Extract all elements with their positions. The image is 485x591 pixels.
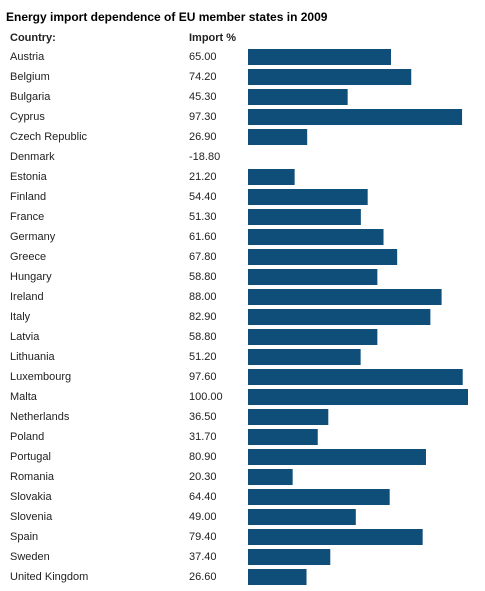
value-label: 20.30 bbox=[189, 471, 217, 483]
value-label: 97.30 bbox=[189, 111, 217, 123]
bar bbox=[248, 349, 361, 365]
bar bbox=[248, 289, 442, 305]
value-label: 51.30 bbox=[189, 211, 217, 223]
value-label: 100.00 bbox=[189, 391, 223, 403]
country-label: Romania bbox=[10, 471, 55, 483]
country-label: Slovenia bbox=[10, 511, 53, 523]
country-label: Finland bbox=[10, 191, 46, 203]
country-label: Cyprus bbox=[10, 111, 45, 123]
bar bbox=[248, 189, 368, 205]
bar bbox=[248, 409, 329, 425]
country-label: Malta bbox=[10, 391, 38, 403]
bar bbox=[248, 49, 391, 65]
value-label: 37.40 bbox=[189, 551, 217, 563]
country-label: Ireland bbox=[10, 291, 44, 303]
country-label: Portugal bbox=[10, 451, 51, 463]
bar bbox=[248, 449, 426, 465]
bar bbox=[248, 569, 307, 585]
value-label: 58.80 bbox=[189, 271, 217, 283]
value-label: 36.50 bbox=[189, 411, 217, 423]
value-label: 82.90 bbox=[189, 311, 217, 323]
bar bbox=[248, 489, 390, 505]
bar bbox=[248, 469, 293, 485]
country-label: Czech Republic bbox=[10, 131, 88, 143]
value-header: Import % bbox=[189, 32, 236, 44]
category-header: Country: bbox=[10, 32, 56, 44]
value-label: 26.90 bbox=[189, 131, 217, 143]
bar bbox=[248, 249, 398, 265]
bar bbox=[248, 549, 331, 565]
country-label: Austria bbox=[10, 51, 45, 63]
country-label: Luxembourg bbox=[10, 371, 71, 383]
bar bbox=[248, 529, 423, 545]
value-label: 97.60 bbox=[189, 371, 217, 383]
value-label: 26.60 bbox=[189, 571, 217, 583]
value-label: 88.00 bbox=[189, 291, 217, 303]
country-label: Sweden bbox=[10, 551, 50, 563]
bar bbox=[248, 109, 463, 125]
value-label: 74.20 bbox=[189, 71, 217, 83]
country-label: Denmark bbox=[10, 151, 55, 163]
value-label: 67.80 bbox=[189, 251, 217, 263]
country-label: Poland bbox=[10, 431, 44, 443]
bar bbox=[248, 329, 378, 345]
bar bbox=[248, 429, 318, 445]
country-label: France bbox=[10, 211, 44, 223]
value-label: 65.00 bbox=[189, 51, 217, 63]
country-label: Germany bbox=[10, 231, 56, 243]
country-label: United Kingdom bbox=[10, 571, 88, 583]
country-label: Greece bbox=[10, 251, 46, 263]
country-label: Estonia bbox=[10, 171, 48, 183]
value-label: 51.20 bbox=[189, 351, 217, 363]
country-label: Latvia bbox=[10, 331, 40, 343]
country-label: Spain bbox=[10, 531, 38, 543]
chart-title: Energy import dependence of EU member st… bbox=[6, 10, 328, 24]
bar bbox=[248, 209, 361, 225]
bar bbox=[248, 69, 412, 85]
value-label: 79.40 bbox=[189, 531, 217, 543]
value-label: 64.40 bbox=[189, 491, 217, 503]
value-label: 80.90 bbox=[189, 451, 217, 463]
country-label: Hungary bbox=[10, 271, 52, 283]
country-label: Bulgaria bbox=[10, 91, 51, 103]
bar bbox=[248, 229, 384, 245]
value-label: 49.00 bbox=[189, 511, 217, 523]
country-label: Belgium bbox=[10, 71, 50, 83]
bar bbox=[248, 309, 431, 325]
country-label: Netherlands bbox=[10, 411, 70, 423]
bar bbox=[248, 389, 468, 405]
value-label: 58.80 bbox=[189, 331, 217, 343]
bar bbox=[248, 509, 356, 525]
value-label: 61.60 bbox=[189, 231, 217, 243]
bar bbox=[248, 269, 378, 285]
value-label: 31.70 bbox=[189, 431, 217, 443]
country-label: Lithuania bbox=[10, 351, 56, 363]
bar bbox=[248, 129, 308, 145]
bar-area bbox=[248, 49, 468, 585]
country-label: Slovakia bbox=[10, 491, 52, 503]
bar bbox=[248, 169, 295, 185]
value-label: 45.30 bbox=[189, 91, 217, 103]
bar bbox=[248, 369, 463, 385]
country-label: Italy bbox=[10, 311, 31, 323]
value-label: -18.80 bbox=[189, 151, 220, 163]
value-label: 54.40 bbox=[189, 191, 217, 203]
value-label: 21.20 bbox=[189, 171, 217, 183]
bar bbox=[248, 89, 348, 105]
